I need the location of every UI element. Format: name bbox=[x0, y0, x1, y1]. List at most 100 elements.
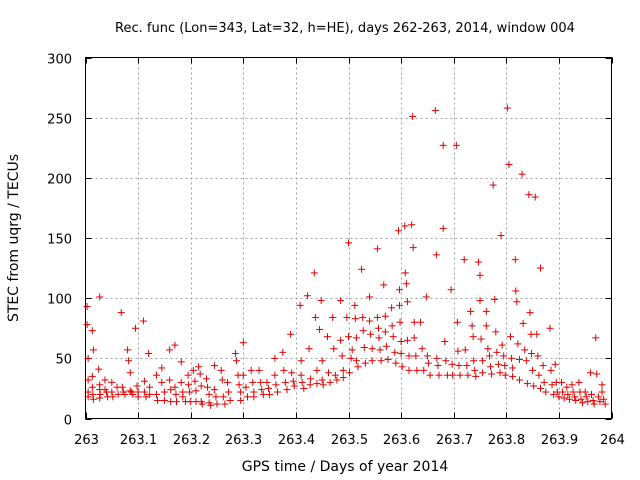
data-point bbox=[434, 362, 442, 370]
data-point bbox=[542, 388, 550, 396]
data-point bbox=[424, 359, 432, 367]
data-point bbox=[263, 378, 271, 386]
data-point bbox=[354, 363, 362, 371]
data-point bbox=[366, 317, 374, 325]
data-point bbox=[298, 378, 306, 386]
data-point bbox=[283, 386, 291, 394]
data-point bbox=[114, 390, 122, 398]
data-point bbox=[117, 309, 125, 317]
data-point bbox=[358, 265, 366, 273]
x-tick-label: 263.9 bbox=[541, 433, 578, 448]
data-point bbox=[592, 334, 600, 342]
data-point bbox=[515, 356, 523, 364]
data-point bbox=[531, 193, 539, 201]
data-point bbox=[394, 227, 402, 235]
data-point bbox=[547, 366, 555, 374]
data-point bbox=[389, 333, 397, 341]
data-point bbox=[166, 346, 174, 354]
data-point bbox=[212, 393, 220, 401]
data-point bbox=[198, 400, 206, 408]
data-point bbox=[535, 371, 543, 379]
data-point bbox=[218, 376, 226, 384]
data-point bbox=[259, 390, 267, 398]
data-point bbox=[548, 381, 556, 389]
data-point bbox=[96, 293, 104, 301]
data-point bbox=[346, 369, 354, 377]
data-point bbox=[439, 141, 447, 149]
data-point bbox=[563, 383, 571, 391]
data-point bbox=[272, 381, 280, 389]
data-point bbox=[528, 350, 536, 358]
data-point bbox=[511, 256, 519, 264]
data-point bbox=[523, 380, 531, 388]
data-point bbox=[196, 370, 204, 378]
data-point bbox=[391, 348, 399, 356]
data-point bbox=[131, 324, 139, 332]
data-point bbox=[401, 222, 409, 230]
data-point bbox=[171, 383, 179, 391]
data-point bbox=[396, 301, 404, 309]
data-point bbox=[166, 376, 174, 384]
data-point bbox=[529, 366, 537, 374]
data-point bbox=[514, 340, 522, 348]
data-point bbox=[555, 393, 563, 401]
data-point bbox=[242, 383, 250, 391]
axis-ticks: 263 263.1 263.2 263.3 263.4 263.5 263.6 263.7 26… bbox=[47, 53, 625, 449]
data-point bbox=[423, 352, 431, 360]
data-point bbox=[89, 346, 97, 354]
data-point bbox=[288, 369, 296, 377]
data-point bbox=[530, 382, 538, 390]
data-point bbox=[373, 313, 381, 321]
y-tick-label: 200 bbox=[47, 173, 72, 188]
data-point bbox=[455, 362, 463, 370]
data-point bbox=[160, 388, 168, 396]
x-tick-label: 263.5 bbox=[331, 433, 368, 448]
data-point bbox=[226, 396, 234, 404]
data-point bbox=[571, 393, 579, 401]
data-point bbox=[381, 328, 389, 336]
data-point bbox=[250, 393, 258, 401]
chart-title: Rec. func (Lon=343, Lat=32, h=HE), days … bbox=[115, 21, 575, 36]
data-point bbox=[279, 348, 287, 356]
data-point bbox=[307, 375, 315, 383]
y-tick-label: 50 bbox=[55, 353, 72, 368]
data-point bbox=[565, 395, 573, 403]
data-point bbox=[231, 350, 239, 358]
data-point bbox=[244, 393, 252, 401]
data-point bbox=[337, 297, 345, 305]
data-point bbox=[476, 271, 484, 279]
data-point bbox=[273, 388, 281, 396]
data-point bbox=[235, 381, 243, 389]
data-point bbox=[449, 371, 457, 379]
data-point bbox=[546, 324, 554, 332]
data-point bbox=[447, 286, 455, 294]
data-point bbox=[317, 297, 325, 305]
data-point bbox=[339, 366, 347, 374]
data-point bbox=[539, 362, 547, 370]
x-tick-label: 263.2 bbox=[173, 433, 210, 448]
data-point bbox=[397, 337, 405, 345]
data-point bbox=[596, 398, 604, 406]
data-point bbox=[96, 394, 104, 402]
data-point bbox=[345, 239, 352, 247]
data-point bbox=[479, 369, 487, 377]
data-point bbox=[593, 370, 601, 378]
data-point bbox=[177, 358, 185, 366]
data-point bbox=[525, 191, 533, 199]
data-point bbox=[124, 346, 132, 354]
data-point bbox=[454, 347, 462, 355]
data-point bbox=[463, 362, 471, 370]
data-point bbox=[601, 400, 609, 408]
data-point bbox=[297, 357, 305, 365]
data-point bbox=[410, 334, 418, 342]
data-point bbox=[171, 341, 179, 349]
data-point bbox=[88, 327, 96, 335]
data-point bbox=[359, 313, 367, 321]
data-point bbox=[417, 318, 425, 326]
data-point bbox=[515, 376, 523, 384]
data-point bbox=[492, 328, 500, 336]
data-point bbox=[271, 371, 279, 379]
data-point bbox=[472, 372, 480, 380]
data-point bbox=[239, 339, 247, 347]
data-point bbox=[108, 378, 116, 386]
